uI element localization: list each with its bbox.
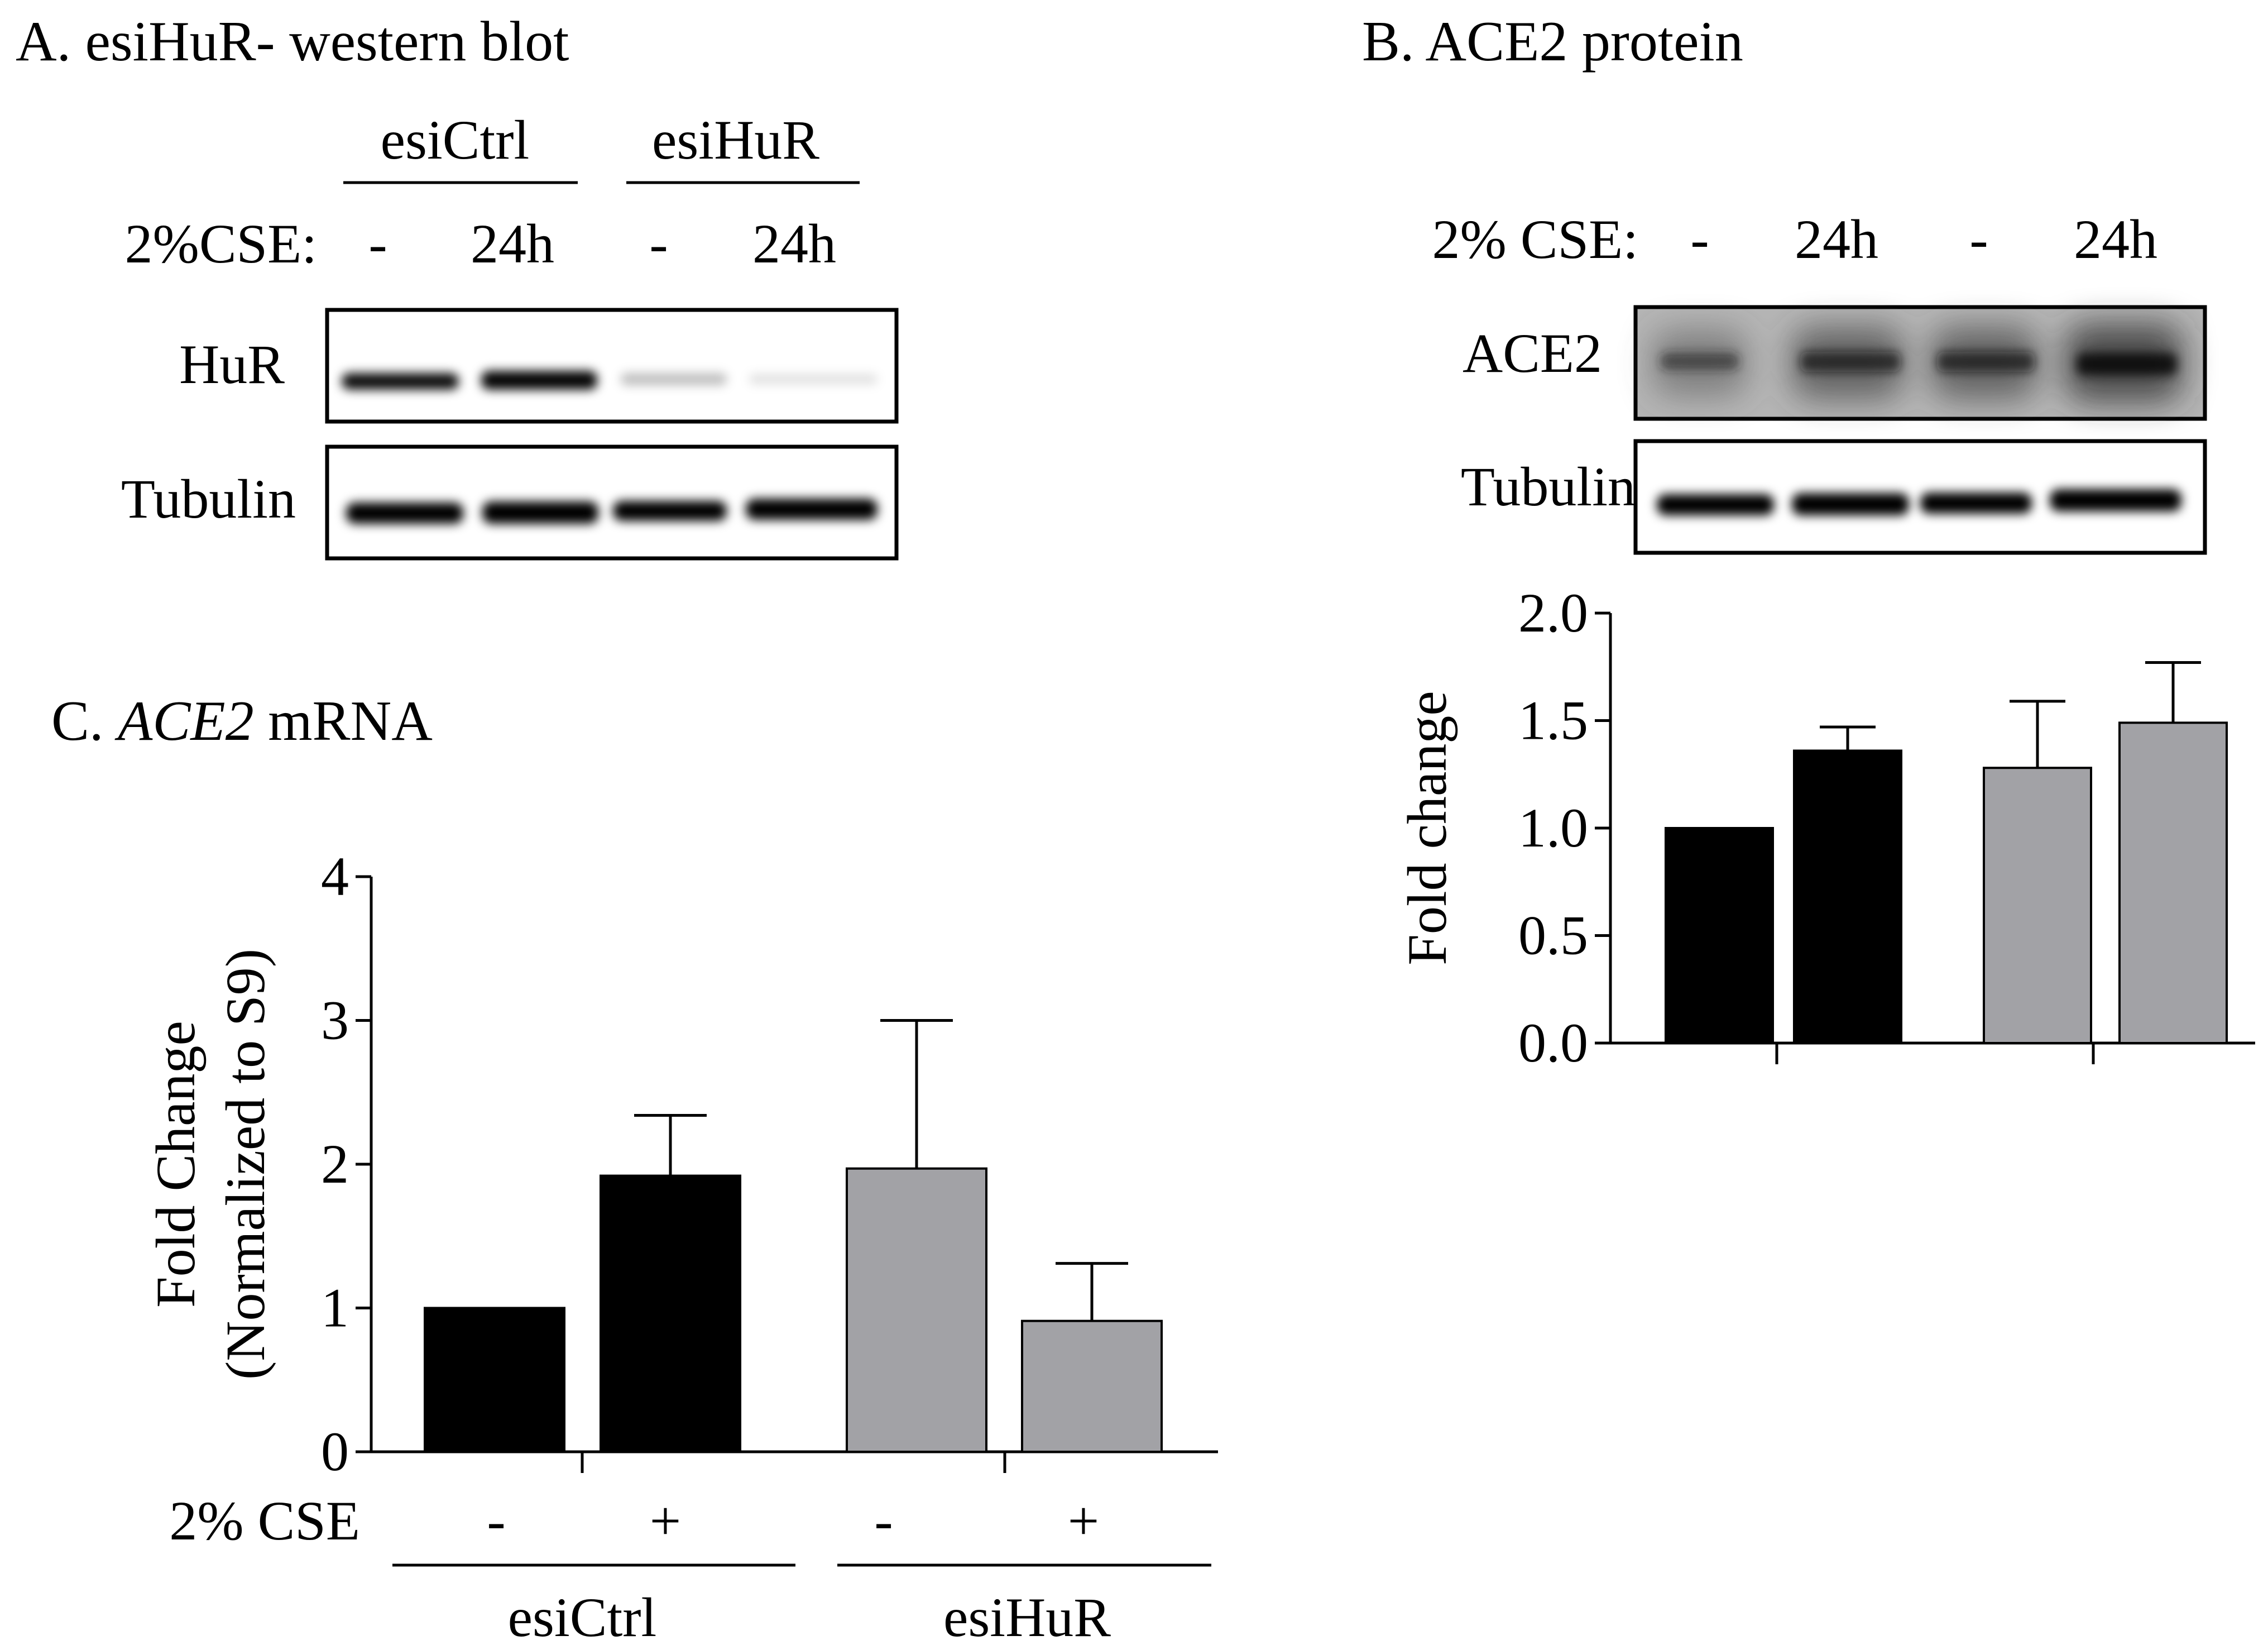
y-tick-label: 4 bbox=[321, 845, 349, 907]
panel-b-title: B. ACE2 protein bbox=[1362, 10, 1743, 73]
bar bbox=[424, 1307, 565, 1453]
panel-c-title: C. ACE2 mRNA bbox=[51, 690, 433, 753]
panel-a-row-label-tubulin: Tubulin bbox=[121, 468, 296, 530]
band-tubulin-b-lane-3 bbox=[1920, 492, 2032, 514]
panel-a-western-blot: A. esiHuR- western blot esiCtrl esiHuR 2… bbox=[16, 10, 899, 561]
y-axis-label: Fold Change bbox=[145, 1021, 207, 1308]
panel-c-lane-label-1: - bbox=[487, 1490, 505, 1552]
y-tick-label: 2.0 bbox=[1518, 582, 1588, 644]
panel-a-blot-hur bbox=[325, 308, 899, 424]
bar bbox=[846, 1167, 987, 1453]
band-tubulin-a-lane-4 bbox=[746, 499, 878, 520]
panel-c-title-gene: ACE2 bbox=[114, 690, 254, 753]
panel-b-lane-label-2: 24h bbox=[1795, 208, 1878, 270]
panel-c-title-suffix: mRNA bbox=[254, 690, 433, 753]
panel-a-lane-label-2: 24h bbox=[471, 213, 554, 275]
band-ace2-lane-2 bbox=[1800, 352, 1901, 372]
band-ace2-lane-4 bbox=[2077, 353, 2177, 375]
bar bbox=[600, 1174, 741, 1453]
panel-a-lane-label-3: - bbox=[649, 213, 668, 275]
band-hur-lane-3 bbox=[621, 373, 727, 385]
bar bbox=[2118, 721, 2228, 1044]
chart-ace2-protein: 0.0 0.5 1.0 1.5 2.0 Fold change bbox=[1396, 582, 2255, 1074]
band-tubulin-a-lane-1 bbox=[346, 503, 463, 524]
panel-b-lane-label-4: 24h bbox=[2074, 208, 2157, 270]
panel-b-cse-label: 2% CSE: bbox=[1432, 208, 1638, 270]
panel-c-cse-label: 2% CSE bbox=[169, 1490, 360, 1552]
band-hur-lane-2 bbox=[481, 371, 597, 390]
band-tubulin-a-lane-2 bbox=[482, 501, 598, 524]
band-hur-lane-1 bbox=[342, 373, 459, 390]
y-tick-label: 1.0 bbox=[1518, 797, 1588, 859]
band-hur-lane-4 bbox=[749, 374, 878, 384]
panel-b-row-label-tubulin: Tubulin bbox=[1461, 456, 1636, 518]
bar bbox=[1665, 827, 1774, 1044]
band-tubulin-b-lane-2 bbox=[1792, 493, 1909, 515]
panel-b-ace2-protein: B. ACE2 protein 2% CSE: - 24h - 24h ACE2… bbox=[1362, 10, 2255, 1074]
band-ace2-lane-1 bbox=[1661, 353, 1739, 370]
panel-c-title-prefix: C. bbox=[51, 690, 118, 753]
panel-a-group-label-esihur: esiHuR bbox=[652, 109, 819, 171]
y-tick-label: 0 bbox=[321, 1421, 349, 1482]
panel-c-ace2-mrna: C. ACE2 mRNA 0 1 2 3 4 Fold Change (Normalized… bbox=[51, 690, 1218, 1648]
panel-b-lane-label-1: - bbox=[1690, 208, 1709, 270]
panel-b-blot-tubulin bbox=[1633, 439, 2207, 555]
panel-a-row-label-hur: HuR bbox=[179, 333, 285, 395]
y-axis-label: (Normalized to S9) bbox=[214, 949, 276, 1380]
bar bbox=[1983, 767, 2092, 1044]
chart-ace2-mrna: 0 1 2 3 4 Fold Change (Normalized to S9) bbox=[145, 845, 1218, 1482]
panel-a-lane-label-4: 24h bbox=[752, 213, 836, 275]
panel-a-group-label-esictrl: esiCtrl bbox=[381, 109, 530, 171]
y-tick-label: 0.5 bbox=[1518, 905, 1588, 967]
panel-b-lane-label-3: - bbox=[1969, 208, 1988, 270]
band-ace2-lane-3 bbox=[1937, 352, 2035, 372]
y-tick-label: 2 bbox=[321, 1133, 349, 1195]
panel-b-blot-ace2 bbox=[1633, 305, 2207, 421]
panel-c-group-label-esihur: esiHuR bbox=[943, 1586, 1111, 1648]
y-tick-label: 3 bbox=[321, 989, 349, 1051]
band-tubulin-b-lane-1 bbox=[1657, 494, 1774, 515]
band-tubulin-a-lane-3 bbox=[613, 501, 727, 521]
y-tick-label: 1.5 bbox=[1518, 690, 1588, 752]
y-tick-label: 0.0 bbox=[1518, 1012, 1588, 1074]
panel-a-title: A. esiHuR- western blot bbox=[16, 10, 569, 73]
panel-c-lane-label-2: + bbox=[650, 1490, 681, 1552]
panel-a-cse-label: 2%CSE: bbox=[125, 213, 317, 275]
panel-c-lane-label-3: - bbox=[874, 1490, 893, 1552]
panel-b-row-label-ace2: ACE2 bbox=[1463, 322, 1602, 384]
panel-c-group-label-esictrl: esiCtrl bbox=[508, 1586, 657, 1648]
bar bbox=[1793, 749, 1902, 1044]
panel-a-blot-tubulin bbox=[325, 444, 899, 561]
y-axis-label: Fold change bbox=[1396, 691, 1458, 965]
panel-a-lane-label-1: - bbox=[368, 213, 387, 275]
band-tubulin-b-lane-4 bbox=[2050, 489, 2181, 511]
panel-c-lane-label-4: + bbox=[1068, 1490, 1099, 1552]
y-tick-label: 1 bbox=[321, 1277, 349, 1339]
bar bbox=[1021, 1319, 1163, 1453]
